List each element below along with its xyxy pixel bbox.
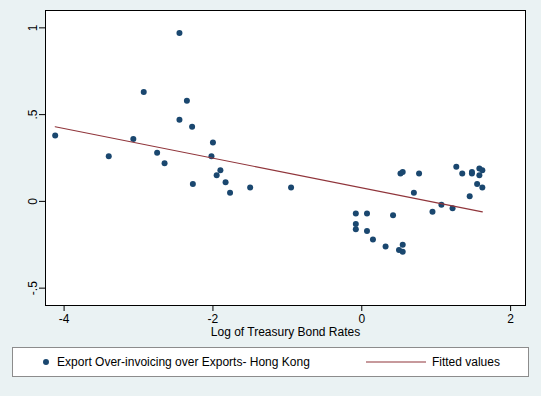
svg-text:-.5: -.5 (26, 281, 40, 295)
svg-text:-2: -2 (207, 312, 219, 326)
svg-text:.5: .5 (26, 109, 40, 119)
svg-text:0: 0 (26, 198, 40, 205)
svg-text:2: 2 (507, 312, 514, 326)
html-text:Export Over-invoicing over Exp: Export Over-invoicing over Exports- Hong… (57, 355, 310, 369)
svg-text:-4: -4 (59, 312, 70, 326)
svg-text:1: 1 (26, 24, 40, 31)
svg-text:Log of Treasury Bond Rates: Log of Treasury Bond Rates (211, 325, 360, 339)
html-text:Fitted values: Fitted values (431, 355, 500, 369)
svg-text:0: 0 (358, 312, 366, 326)
